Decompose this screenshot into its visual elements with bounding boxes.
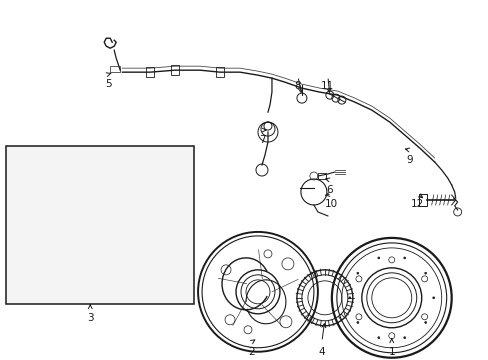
Text: 7: 7 (258, 135, 265, 145)
Circle shape (424, 272, 426, 274)
Circle shape (403, 337, 405, 339)
Text: 10: 10 (325, 199, 338, 209)
Text: 1: 1 (387, 347, 394, 357)
Text: 5: 5 (105, 79, 111, 89)
Bar (171, 65, 179, 75)
Text: 8: 8 (294, 81, 301, 91)
Bar (110, 66, 120, 72)
Bar (216, 67, 224, 77)
Bar (418, 194, 426, 206)
Circle shape (377, 337, 379, 339)
Text: 3: 3 (87, 313, 93, 323)
Circle shape (356, 272, 358, 274)
Text: 4: 4 (318, 347, 325, 357)
Circle shape (403, 257, 405, 259)
Text: 12: 12 (410, 199, 424, 209)
Circle shape (424, 321, 426, 324)
Bar (6, 146, 194, 304)
Text: 6: 6 (326, 185, 332, 195)
Circle shape (348, 297, 350, 299)
Bar (317, 173, 325, 179)
Circle shape (356, 321, 358, 324)
Bar (146, 67, 154, 77)
Circle shape (432, 297, 434, 299)
Circle shape (377, 257, 379, 259)
Text: 11: 11 (321, 81, 334, 91)
Text: 2: 2 (248, 347, 255, 357)
Text: 9: 9 (406, 155, 412, 165)
